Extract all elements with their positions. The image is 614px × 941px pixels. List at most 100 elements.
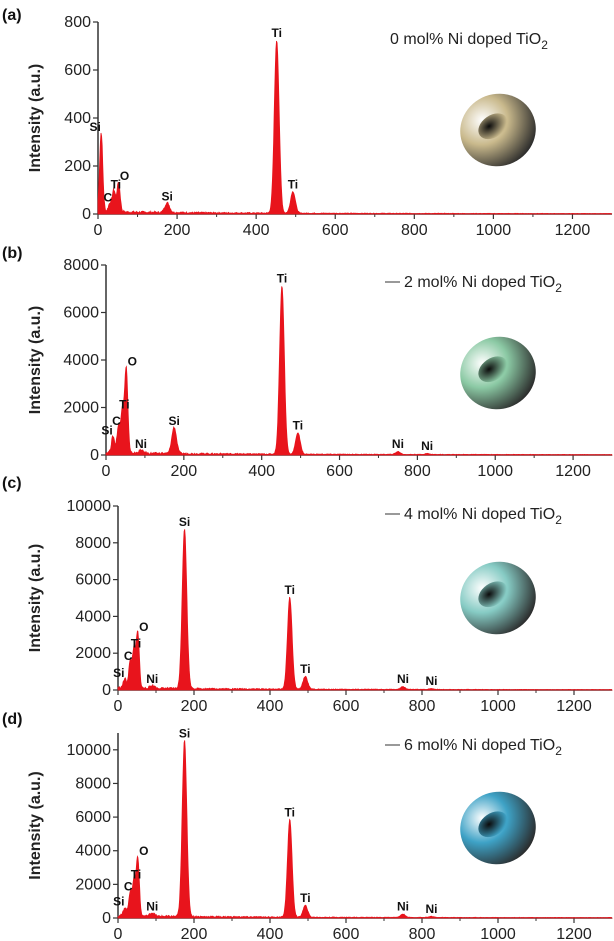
peak-label: Ti	[277, 271, 287, 285]
particle-illustration	[460, 93, 536, 167]
peak-label: Si	[168, 414, 179, 428]
x-tick-label: 0	[114, 698, 123, 715]
x-tick-label: 1200	[556, 926, 592, 941]
panel-label: (d)	[2, 711, 22, 728]
x-tick-label: 800	[409, 698, 436, 715]
x-tick-label: 800	[401, 222, 428, 239]
spectrum-series	[117, 529, 613, 691]
peak-label: Ni	[146, 900, 158, 914]
y-axis-label: Intensity (a.u.)	[27, 544, 44, 652]
x-tick-label: 1000	[480, 926, 516, 941]
y-tick-label: 6000	[75, 572, 111, 589]
peak-label: Si	[179, 515, 190, 529]
peak-label: O	[128, 355, 137, 369]
panel-b: 0 200 400 600 800 1000 1200 0 2000 4000 6000 8000 In…	[2, 245, 613, 480]
peak-label: Si	[101, 423, 112, 437]
legend-subscript: 2	[555, 513, 562, 527]
peak-label: C	[104, 191, 113, 205]
x-tick-label: 1200	[555, 222, 591, 239]
y-tick-label: 2000	[75, 645, 111, 662]
y-tick-label: 8000	[75, 775, 111, 792]
peak-label: Si	[89, 120, 100, 134]
y-tick-label: 4000	[75, 843, 111, 860]
x-tick-label: 1000	[480, 698, 516, 715]
x-tick-label: 0	[94, 222, 103, 239]
peak-label: O	[139, 620, 148, 634]
x-tick-label: 1200	[556, 698, 592, 715]
peak-label: Ti	[288, 177, 298, 191]
y-tick-label: 600	[64, 62, 91, 79]
y-axis-label: Intensity (a.u.)	[27, 306, 44, 414]
peak-label: C	[112, 414, 121, 428]
peak-label: Ni	[426, 674, 438, 688]
x-tick-label: 400	[257, 926, 284, 941]
peak-label: Si	[113, 895, 124, 909]
legend-subscript: 2	[541, 38, 548, 52]
y-tick-label: 0	[102, 682, 111, 699]
y-tick-label: 0	[90, 447, 99, 464]
x-tick-label: 200	[181, 926, 208, 941]
y-tick-label: 6000	[75, 809, 111, 826]
x-tick-label: 1000	[477, 463, 513, 480]
peak-label: Ni	[426, 902, 438, 916]
peak-label: Ni	[146, 672, 158, 686]
x-tick-label: 400	[257, 698, 284, 715]
x-tick-label: 800	[404, 463, 431, 480]
peak-label: O	[139, 844, 148, 858]
peak-label: Ti	[111, 177, 121, 191]
x-tick-label: 1200	[555, 463, 591, 480]
x-tick-label: 200	[170, 463, 197, 480]
peak-label: C	[124, 879, 133, 893]
peak-label: Si	[162, 189, 173, 203]
peak-label: Ti	[285, 583, 295, 597]
x-tick-label: 0	[114, 926, 123, 941]
legend-subscript: 2	[555, 281, 562, 295]
peak-label: Ni	[135, 437, 147, 451]
panel-label: (a)	[2, 7, 22, 24]
peak-label: C	[124, 649, 133, 663]
x-tick-label: 600	[333, 926, 360, 941]
peak-label: Ni	[392, 437, 404, 451]
x-tick-label: 200	[164, 222, 191, 239]
x-tick-label: 0	[102, 463, 111, 480]
peak-label: Ti	[271, 26, 281, 40]
y-tick-label: 400	[64, 110, 91, 127]
y-tick-label: 4000	[75, 608, 111, 625]
y-tick-label: 6000	[63, 305, 99, 322]
legend-text: 6 mol% Ni doped TiO2	[404, 737, 562, 758]
x-tick-label: 600	[333, 698, 360, 715]
peak-label: Ti	[131, 636, 141, 650]
peak-label: Ti	[300, 891, 310, 905]
x-tick-label: 800	[409, 926, 436, 941]
peak-label: Ni	[421, 439, 433, 453]
particle-illustration	[460, 336, 536, 410]
panel-d: 0 200 400 600 800 1000 1200 0 2000 4000 6000 8000 10…	[2, 711, 614, 941]
legend-subscript: 2	[555, 744, 562, 758]
peak-label: Ni	[397, 900, 409, 914]
y-tick-label: 10000	[67, 742, 112, 759]
peak-label: Ti	[131, 868, 141, 882]
spectrum-series	[105, 286, 613, 456]
peak-label: Si	[113, 666, 124, 680]
panel-c: 0 200 400 600 800 1000 1200 0 2000 4000 6000 8000 10…	[2, 475, 613, 715]
y-axis-label: Intensity (a.u.)	[27, 64, 44, 172]
y-tick-label: 800	[64, 14, 91, 31]
peak-label: Ti	[293, 419, 303, 433]
x-tick-label: 600	[322, 222, 349, 239]
x-tick-label: 1000	[476, 222, 512, 239]
particle-illustration	[460, 791, 536, 865]
peak-label: Ni	[397, 672, 409, 686]
y-tick-label: 10000	[67, 498, 112, 515]
y-tick-label: 8000	[75, 535, 111, 552]
x-tick-label: 400	[243, 222, 270, 239]
peak-label: Ti	[285, 805, 295, 819]
panel-label: (c)	[2, 475, 22, 492]
spectrum-series	[97, 40, 613, 215]
panel-a: 0 200 400 600 800 1000 1200 0 200 400 600 800 Intens…	[2, 7, 613, 239]
x-tick-label: 600	[326, 463, 353, 480]
peak-label: Ti	[300, 662, 310, 676]
y-tick-label: 2000	[63, 400, 99, 417]
legend-text: 0 mol% Ni doped TiO2	[390, 31, 548, 52]
y-tick-label: 200	[64, 158, 91, 175]
